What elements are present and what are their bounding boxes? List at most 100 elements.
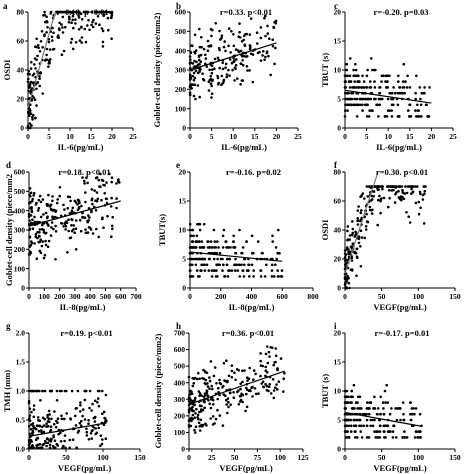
scatter-point <box>223 379 226 382</box>
scatter-point <box>380 197 383 200</box>
scatter-point <box>359 218 363 222</box>
scatter-point <box>189 269 192 272</box>
scatter-point <box>49 437 53 441</box>
scatter-point <box>397 74 400 78</box>
panel-letter: a <box>3 1 8 11</box>
scatter-point <box>389 91 393 95</box>
scatter-point <box>224 240 227 243</box>
x-tick-label: 100 <box>97 453 109 462</box>
panel-f: f 0 50 100 150 0 20 40 60 80 VEGF(pg/mL) OSDI r=0.30… <box>320 160 461 312</box>
scatter-point <box>344 282 347 285</box>
scatter-point <box>210 269 214 272</box>
scatter-point <box>416 103 419 107</box>
scatter-point <box>406 74 409 78</box>
scatter-point <box>419 206 422 210</box>
scatter-point <box>392 424 396 428</box>
scatter-point <box>45 444 48 448</box>
scatter-point <box>90 209 93 212</box>
scatter-point <box>211 28 214 32</box>
scatter-point <box>350 233 354 237</box>
scatter-point <box>261 364 265 368</box>
scatter-point <box>239 36 242 39</box>
scatter-point <box>214 417 218 421</box>
x-tick-label: 400 <box>246 292 258 301</box>
scatter-point <box>90 10 94 14</box>
scatter-point <box>27 253 31 256</box>
scatter-point <box>85 427 88 431</box>
scatter-point <box>277 275 280 278</box>
scatter-point <box>207 80 211 84</box>
scatter-point <box>263 16 266 20</box>
scatter-point <box>38 249 42 253</box>
scatter-point <box>189 58 192 61</box>
scatter-point <box>47 65 50 68</box>
scatter-point <box>271 44 275 48</box>
scatter-point <box>66 207 69 210</box>
scatter-point <box>362 86 366 89</box>
scatter-point <box>50 35 54 39</box>
scatter-point <box>48 205 52 208</box>
scatter-point <box>254 372 257 376</box>
x-axis-label: IL-6(pg/mL) <box>376 142 422 152</box>
scatter-point <box>208 379 212 383</box>
scatter-point <box>347 252 350 256</box>
y-tick-label: 0 <box>181 445 185 454</box>
scatter-point <box>390 189 394 192</box>
scatter-point <box>384 401 387 404</box>
scatter-point <box>33 242 36 245</box>
scatter-point <box>280 275 284 278</box>
scatter-point <box>235 58 238 61</box>
scatter-point <box>60 417 64 421</box>
scatter-point <box>366 115 369 118</box>
scatter-point <box>27 425 31 428</box>
x-tick-label: 5 <box>47 132 51 141</box>
scatter-point <box>83 389 86 393</box>
scatter-point <box>386 424 389 428</box>
scatter-point <box>206 49 210 52</box>
scatter-point <box>96 14 100 18</box>
scatter-point <box>251 251 254 255</box>
scatter-point <box>203 257 207 261</box>
scatter-point <box>270 275 274 278</box>
scatter-point <box>84 40 88 44</box>
scatter-point <box>211 423 215 426</box>
y-tick-label: 400 <box>14 206 26 215</box>
scatter-point <box>405 436 409 439</box>
regression-line <box>28 200 121 227</box>
scatter-point <box>42 230 46 234</box>
scatter-point <box>74 18 77 21</box>
scatter-point <box>255 31 259 34</box>
scatter-point <box>347 248 350 251</box>
scatter-point <box>36 44 40 47</box>
scatter-point <box>404 80 407 83</box>
scatter-point <box>403 430 406 433</box>
scatter-point <box>403 91 406 95</box>
scatter-point <box>202 47 206 51</box>
scatter-point <box>34 233 38 236</box>
scatter-point <box>96 197 100 201</box>
scatter-point <box>378 430 382 433</box>
y-tick-label: 500 <box>14 187 26 196</box>
x-tick-label: 50 <box>62 453 70 462</box>
scatter-point <box>343 115 347 118</box>
x-tick-label: 800 <box>307 292 319 301</box>
scatter-point <box>371 194 374 198</box>
scatter-point <box>79 424 83 428</box>
scatter-point <box>71 14 75 18</box>
scatter-point <box>232 246 235 249</box>
scatter-point <box>28 236 32 239</box>
scatter-point <box>41 92 44 95</box>
scatter-point <box>210 396 213 400</box>
scatter-point <box>63 417 66 421</box>
scatter-point <box>203 406 206 410</box>
scatter-point <box>387 205 390 209</box>
scatter-point <box>28 219 31 222</box>
scatter-point <box>88 28 91 32</box>
scatter-point <box>47 409 51 413</box>
scatter-point <box>45 425 48 429</box>
scatter-point <box>46 245 50 249</box>
scatter-point <box>243 44 247 48</box>
scatter-point <box>27 215 31 218</box>
scatter-point <box>378 194 381 198</box>
scatter-point <box>356 103 360 107</box>
